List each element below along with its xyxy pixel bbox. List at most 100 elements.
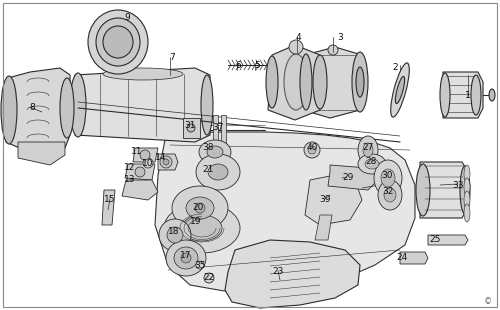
- Ellipse shape: [381, 169, 395, 187]
- Text: 12: 12: [124, 162, 136, 171]
- Circle shape: [304, 142, 320, 158]
- Ellipse shape: [464, 178, 470, 196]
- Ellipse shape: [313, 55, 327, 109]
- Polygon shape: [75, 68, 210, 142]
- Polygon shape: [133, 148, 158, 162]
- Text: 23: 23: [272, 268, 283, 277]
- Text: 7: 7: [169, 54, 175, 63]
- Polygon shape: [420, 162, 468, 218]
- Ellipse shape: [182, 215, 222, 241]
- Polygon shape: [18, 142, 65, 165]
- Text: 19: 19: [190, 218, 202, 227]
- Ellipse shape: [464, 165, 470, 183]
- Text: 4: 4: [295, 33, 301, 42]
- Text: 13: 13: [124, 175, 136, 184]
- Text: 5: 5: [254, 60, 260, 69]
- Ellipse shape: [88, 10, 148, 74]
- Ellipse shape: [378, 180, 402, 210]
- Text: 10: 10: [142, 158, 154, 167]
- Polygon shape: [268, 45, 320, 120]
- Ellipse shape: [172, 186, 228, 230]
- Ellipse shape: [365, 159, 379, 169]
- Text: 15: 15: [104, 196, 116, 205]
- Polygon shape: [305, 175, 362, 225]
- Circle shape: [328, 45, 338, 55]
- Text: 2: 2: [392, 64, 398, 73]
- Polygon shape: [125, 164, 155, 180]
- Text: 18: 18: [168, 228, 180, 237]
- Ellipse shape: [186, 197, 214, 219]
- Text: 6: 6: [235, 60, 241, 69]
- Polygon shape: [122, 180, 158, 200]
- Ellipse shape: [384, 188, 396, 202]
- Polygon shape: [221, 115, 226, 145]
- Text: 22: 22: [204, 272, 214, 281]
- Circle shape: [181, 253, 191, 263]
- Ellipse shape: [464, 204, 470, 222]
- Text: 27: 27: [362, 144, 374, 153]
- Polygon shape: [400, 252, 428, 264]
- Polygon shape: [155, 132, 415, 292]
- Text: 9: 9: [124, 14, 130, 23]
- Ellipse shape: [284, 54, 308, 110]
- Circle shape: [187, 124, 195, 132]
- Ellipse shape: [358, 136, 378, 164]
- Polygon shape: [102, 190, 115, 225]
- Polygon shape: [428, 235, 468, 245]
- Text: 31: 31: [184, 121, 196, 130]
- Text: 24: 24: [396, 254, 407, 263]
- Circle shape: [195, 203, 205, 213]
- Text: 1: 1: [465, 91, 471, 100]
- Ellipse shape: [390, 63, 409, 117]
- Polygon shape: [213, 115, 218, 145]
- Circle shape: [289, 40, 303, 54]
- Circle shape: [163, 159, 169, 165]
- Ellipse shape: [356, 67, 364, 97]
- Polygon shape: [328, 165, 380, 190]
- Polygon shape: [6, 68, 70, 155]
- Ellipse shape: [266, 56, 278, 108]
- Ellipse shape: [201, 75, 213, 135]
- Text: 35: 35: [194, 260, 206, 269]
- Circle shape: [143, 158, 153, 168]
- Text: 8: 8: [29, 104, 35, 113]
- Ellipse shape: [300, 54, 312, 110]
- Polygon shape: [303, 47, 362, 118]
- Text: 40: 40: [306, 144, 318, 153]
- Ellipse shape: [164, 203, 240, 253]
- Ellipse shape: [196, 154, 240, 190]
- Ellipse shape: [1, 76, 17, 144]
- Text: 17: 17: [180, 250, 192, 259]
- Ellipse shape: [103, 26, 133, 58]
- Text: 14: 14: [156, 153, 166, 162]
- Ellipse shape: [363, 143, 373, 157]
- Ellipse shape: [352, 52, 368, 112]
- Ellipse shape: [70, 73, 86, 137]
- Ellipse shape: [96, 18, 140, 66]
- Ellipse shape: [416, 164, 430, 216]
- Polygon shape: [158, 154, 178, 170]
- Ellipse shape: [440, 73, 450, 117]
- Ellipse shape: [207, 146, 223, 158]
- Circle shape: [167, 227, 183, 243]
- Polygon shape: [225, 240, 360, 308]
- Ellipse shape: [358, 154, 386, 174]
- Text: 38: 38: [202, 144, 214, 153]
- Text: 33: 33: [452, 180, 464, 189]
- Text: 28: 28: [366, 157, 376, 166]
- Text: 39: 39: [320, 196, 331, 205]
- Ellipse shape: [460, 166, 470, 214]
- Polygon shape: [183, 118, 200, 138]
- Text: ©: ©: [484, 298, 492, 307]
- Circle shape: [308, 146, 316, 154]
- Text: 3: 3: [337, 33, 343, 42]
- Ellipse shape: [103, 68, 183, 80]
- Circle shape: [159, 219, 191, 251]
- Ellipse shape: [166, 240, 206, 276]
- Text: 32: 32: [382, 188, 394, 197]
- Circle shape: [160, 156, 172, 168]
- Circle shape: [204, 273, 214, 283]
- Ellipse shape: [208, 164, 228, 180]
- Ellipse shape: [374, 160, 402, 196]
- Ellipse shape: [60, 78, 74, 138]
